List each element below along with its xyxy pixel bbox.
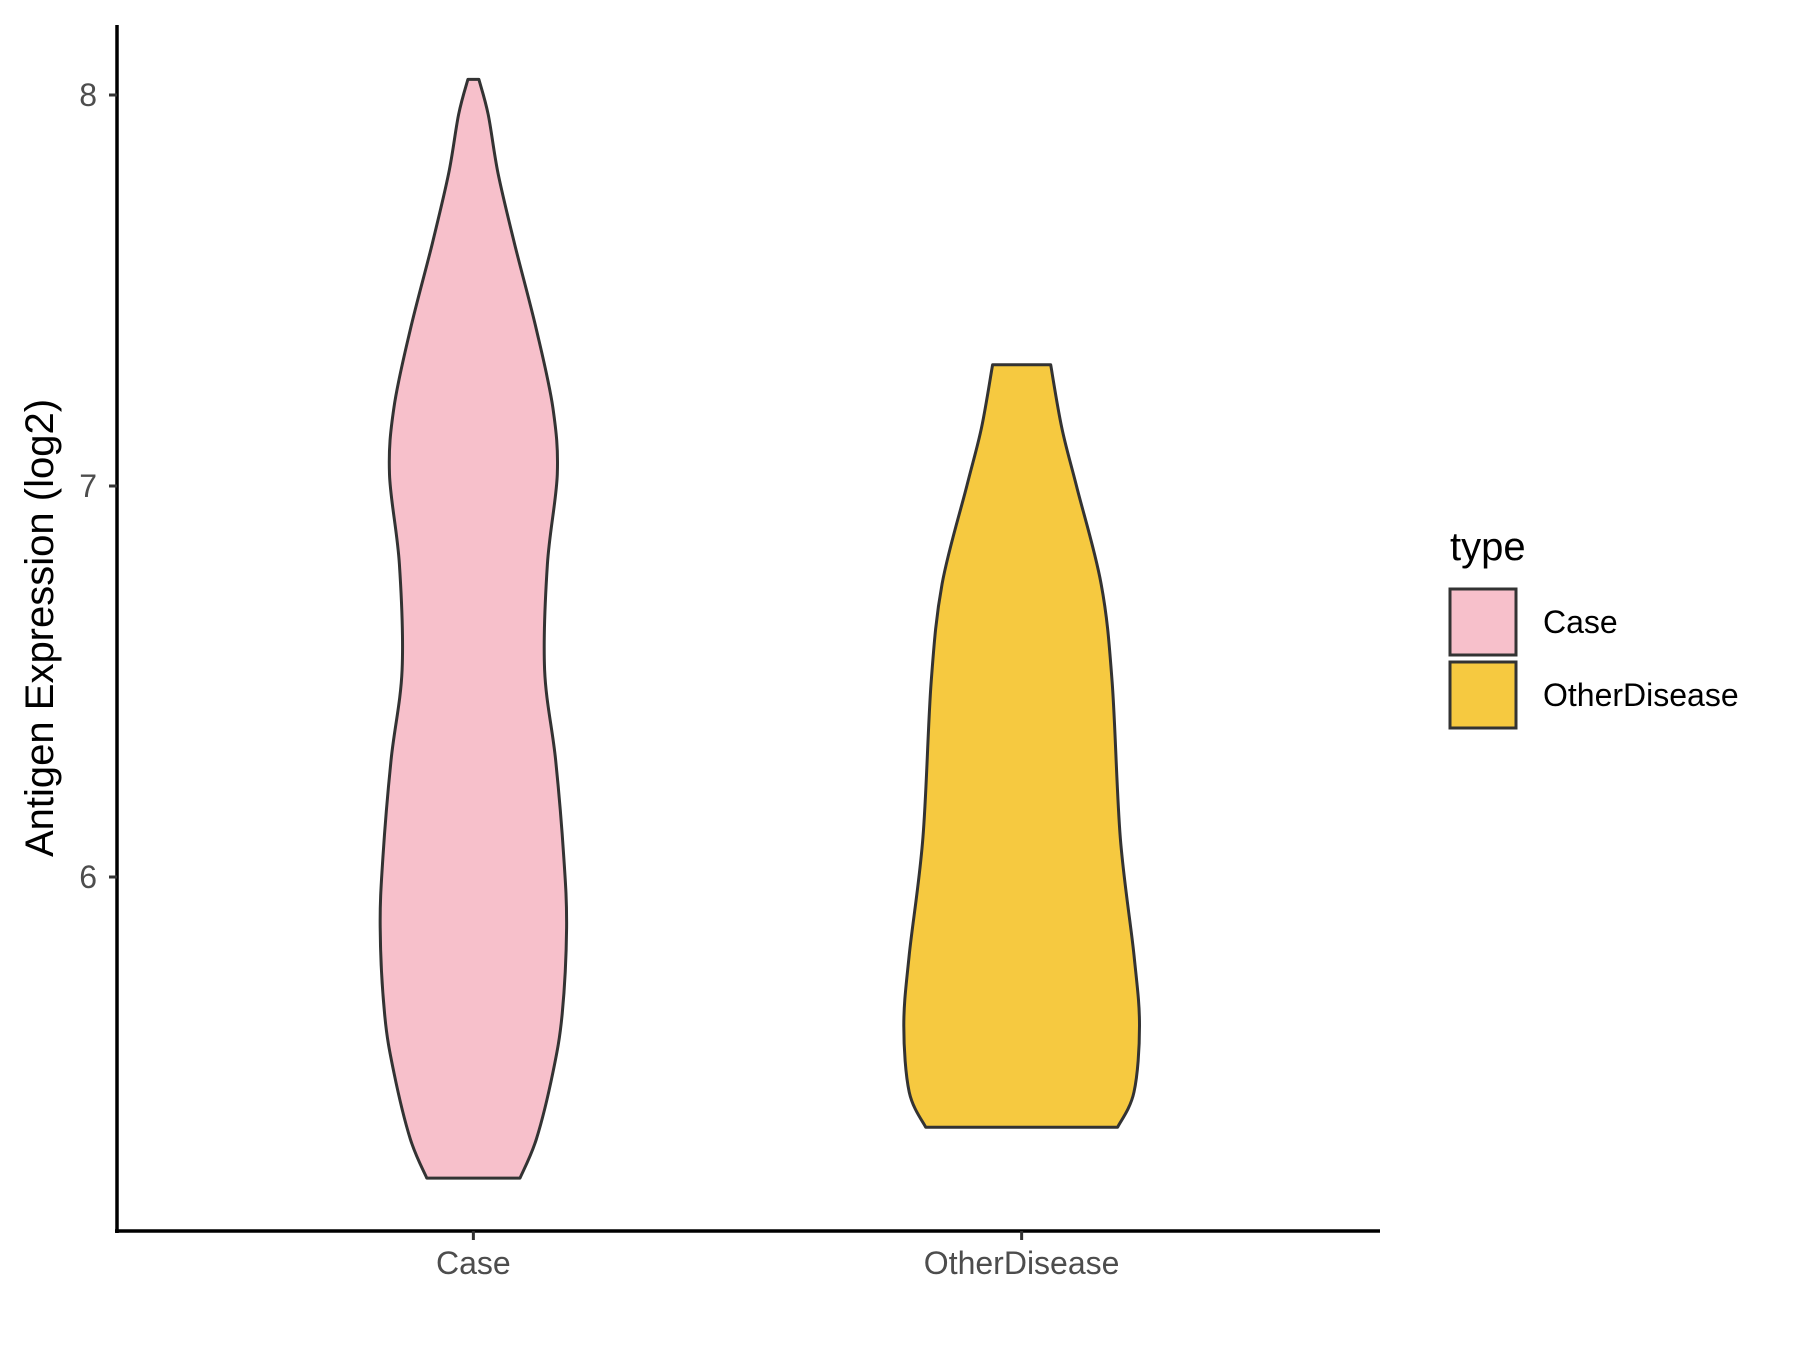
legend-swatch-otherdisease xyxy=(1448,660,1518,730)
legend-items: Case OtherDisease xyxy=(1448,587,1739,730)
legend-label-case: Case xyxy=(1543,604,1618,640)
legend-label-otherdisease: OtherDisease xyxy=(1543,677,1739,713)
violin-otherdisease xyxy=(902,363,1141,1129)
violin-layer xyxy=(378,77,1141,1180)
x-tick-label: Case xyxy=(436,1245,511,1281)
y-tick-label: 7 xyxy=(79,468,97,504)
y-tick-label: 8 xyxy=(79,77,97,113)
axes xyxy=(115,25,1380,1233)
legend: type Case OtherDisease xyxy=(1448,525,1739,730)
y-ticks: 6 7 8 xyxy=(79,77,117,895)
violin-case xyxy=(378,77,569,1180)
legend-title: type xyxy=(1450,525,1526,569)
y-tick-label: 6 xyxy=(79,859,97,895)
x-ticks: Case OtherDisease xyxy=(436,1231,1119,1281)
x-tick-label: OtherDisease xyxy=(924,1245,1120,1281)
y-axis-title: Antigen Expression (log2) xyxy=(18,399,62,857)
legend-swatch-case xyxy=(1448,587,1518,657)
